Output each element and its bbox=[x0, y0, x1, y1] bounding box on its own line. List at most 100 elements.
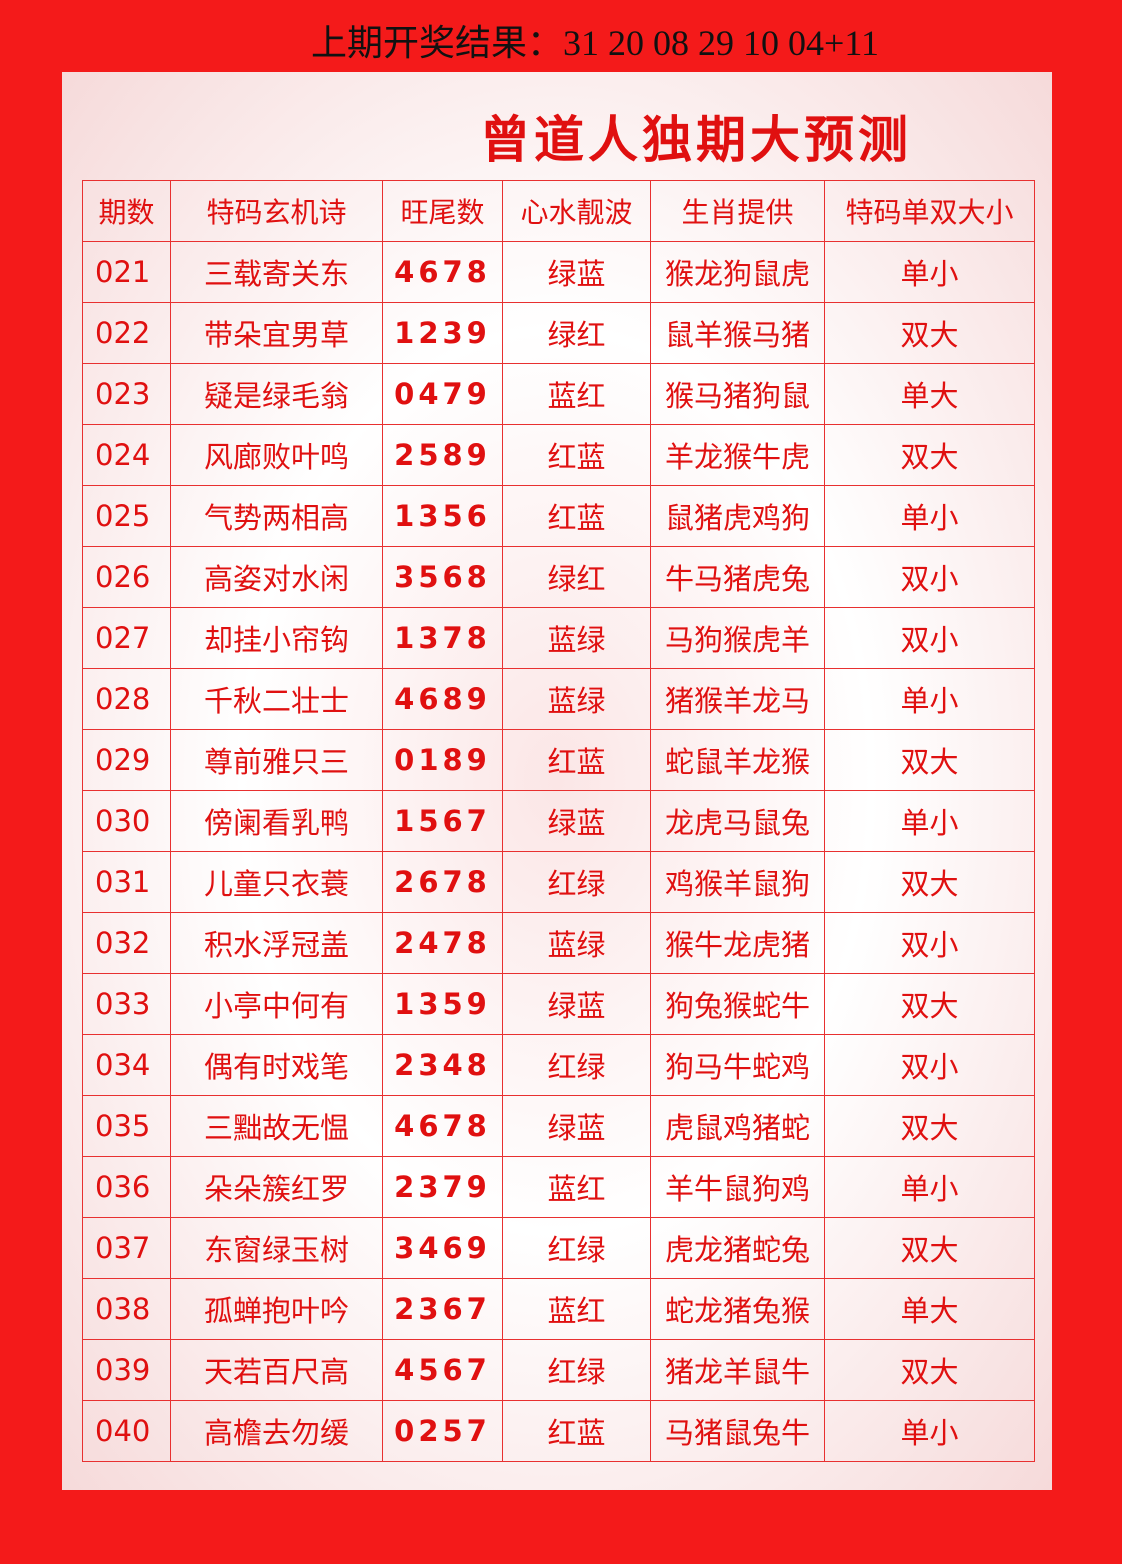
table-cell: 029 bbox=[82, 729, 171, 791]
table-cell: 红蓝 bbox=[502, 424, 651, 486]
last-result: 上期开奖结果：31 20 08 29 10 04+11 bbox=[311, 23, 879, 63]
table-cell: 红绿 bbox=[502, 1339, 651, 1401]
table-cell: 天若百尺高 bbox=[170, 1339, 383, 1401]
table-cell: 双大 bbox=[824, 973, 1035, 1035]
table-cell: 蓝绿 bbox=[502, 912, 651, 974]
table-cell: 猪龙羊鼠牛 bbox=[650, 1339, 825, 1401]
table-cell: 羊牛鼠狗鸡 bbox=[650, 1156, 825, 1218]
table-cell: 026 bbox=[82, 546, 171, 608]
table-cell: 绿蓝 bbox=[502, 973, 651, 1035]
table-cell: 单大 bbox=[824, 363, 1035, 425]
table-cell: 鼠猪虎鸡狗 bbox=[650, 485, 825, 547]
table-cell: 单小 bbox=[824, 1156, 1035, 1218]
table-cell: 红蓝 bbox=[502, 729, 651, 791]
table-cell: 尊前雅只三 bbox=[170, 729, 383, 791]
table-row: 037 东窗绿玉树 3469 红绿 虎龙猪蛇兔 双大 bbox=[82, 1217, 1035, 1279]
table-row: 038 孤蝉抱叶吟 2367 蓝红 蛇龙猪兔猴 单大 bbox=[82, 1278, 1035, 1340]
table-cell: 单小 bbox=[824, 241, 1035, 303]
table-cell: 032 bbox=[82, 912, 171, 974]
table-cell: 红绿 bbox=[502, 1217, 651, 1279]
table-cell: 027 bbox=[82, 607, 171, 669]
table-cell: 1359 bbox=[382, 973, 503, 1035]
table-cell: 1239 bbox=[382, 302, 503, 364]
table-cell: 双大 bbox=[824, 1217, 1035, 1279]
table-cell: 鼠羊猴马猪 bbox=[650, 302, 825, 364]
table-cell: 双大 bbox=[824, 729, 1035, 791]
table-cell: 高姿对水闲 bbox=[170, 546, 383, 608]
table-row: 027 却挂小帘钩 1378 蓝绿 马狗猴虎羊 双小 bbox=[82, 607, 1035, 669]
column-header: 旺尾数 bbox=[382, 180, 503, 242]
table-cell: 狗兔猴蛇牛 bbox=[650, 973, 825, 1035]
table-cell: 马狗猴虎羊 bbox=[650, 607, 825, 669]
table-cell: 0189 bbox=[382, 729, 503, 791]
table-cell: 2379 bbox=[382, 1156, 503, 1218]
column-header: 特码单双大小 bbox=[824, 180, 1035, 242]
table-cell: 绿红 bbox=[502, 302, 651, 364]
table-cell: 2478 bbox=[382, 912, 503, 974]
table-cell: 积水浮冠盖 bbox=[170, 912, 383, 974]
table-cell: 绿蓝 bbox=[502, 790, 651, 852]
table-cell: 1567 bbox=[382, 790, 503, 852]
table-row: 039 天若百尺高 4567 红绿 猪龙羊鼠牛 双大 bbox=[82, 1339, 1035, 1401]
table-cell: 3568 bbox=[382, 546, 503, 608]
table-cell: 龙虎马鼠兔 bbox=[650, 790, 825, 852]
table-cell: 马猪鼠兔牛 bbox=[650, 1400, 825, 1462]
table-cell: 033 bbox=[82, 973, 171, 1035]
table-cell: 4678 bbox=[382, 1095, 503, 1157]
table-cell: 单小 bbox=[824, 1400, 1035, 1462]
table-cell: 022 bbox=[82, 302, 171, 364]
table-cell: 牛马猪虎兔 bbox=[650, 546, 825, 608]
table-row: 021 三载寄关东 4678 绿蓝 猴龙狗鼠虎 单小 bbox=[82, 241, 1035, 303]
table-cell: 单大 bbox=[824, 1278, 1035, 1340]
table-row: 024 风廊败叶鸣 2589 红蓝 羊龙猴牛虎 双大 bbox=[82, 424, 1035, 486]
table-cell: 红绿 bbox=[502, 851, 651, 913]
table-row: 035 三黜故无愠 4678 绿蓝 虎鼠鸡猪蛇 双大 bbox=[82, 1095, 1035, 1157]
table-cell: 024 bbox=[82, 424, 171, 486]
table-cell: 蓝红 bbox=[502, 1156, 651, 1218]
table-cell: 2678 bbox=[382, 851, 503, 913]
column-header: 期数 bbox=[82, 180, 171, 242]
table-cell: 蛇鼠羊龙猴 bbox=[650, 729, 825, 791]
table-row: 031 儿童只衣蓑 2678 红绿 鸡猴羊鼠狗 双大 bbox=[82, 851, 1035, 913]
table-cell: 蓝红 bbox=[502, 363, 651, 425]
table-cell: 高檐去勿缓 bbox=[170, 1400, 383, 1462]
table-cell: 三黜故无愠 bbox=[170, 1095, 383, 1157]
table-cell: 1356 bbox=[382, 485, 503, 547]
header-row: 期数 特码玄机诗 旺尾数 心水靓波 生肖提供 特码单双大小 bbox=[82, 180, 1035, 242]
table-cell: 双大 bbox=[824, 1339, 1035, 1401]
table-cell: 1378 bbox=[382, 607, 503, 669]
table-row: 036 朵朵簇红罗 2379 蓝红 羊牛鼠狗鸡 单小 bbox=[82, 1156, 1035, 1218]
column-header: 特码玄机诗 bbox=[170, 180, 383, 242]
table-cell: 绿红 bbox=[502, 546, 651, 608]
table-cell: 绿蓝 bbox=[502, 241, 651, 303]
table-cell: 猴马猪狗鼠 bbox=[650, 363, 825, 425]
table-cell: 031 bbox=[82, 851, 171, 913]
table-cell: 040 bbox=[82, 1400, 171, 1462]
table-cell: 东窗绿玉树 bbox=[170, 1217, 383, 1279]
table-cell: 千秋二壮士 bbox=[170, 668, 383, 730]
table-cell: 3469 bbox=[382, 1217, 503, 1279]
table-cell: 037 bbox=[82, 1217, 171, 1279]
table-cell: 红绿 bbox=[502, 1034, 651, 1096]
table-row: 033 小亭中何有 1359 绿蓝 狗兔猴蛇牛 双大 bbox=[82, 973, 1035, 1035]
table-cell: 030 bbox=[82, 790, 171, 852]
table-cell: 红蓝 bbox=[502, 485, 651, 547]
table-cell: 风廊败叶鸣 bbox=[170, 424, 383, 486]
table-cell: 孤蝉抱叶吟 bbox=[170, 1278, 383, 1340]
table-cell: 2589 bbox=[382, 424, 503, 486]
table-cell: 猪猴羊龙马 bbox=[650, 668, 825, 730]
table-cell: 4678 bbox=[382, 241, 503, 303]
table-cell: 双小 bbox=[824, 546, 1035, 608]
table-cell: 蓝红 bbox=[502, 1278, 651, 1340]
table-cell: 猴牛龙虎猪 bbox=[650, 912, 825, 974]
table-cell: 单小 bbox=[824, 485, 1035, 547]
table-cell: 蓝绿 bbox=[502, 607, 651, 669]
table-cell: 023 bbox=[82, 363, 171, 425]
table-cell: 狗马牛蛇鸡 bbox=[650, 1034, 825, 1096]
table-cell: 021 bbox=[82, 241, 171, 303]
table-row: 023 疑是绿毛翁 0479 蓝红 猴马猪狗鼠 单大 bbox=[82, 363, 1035, 425]
table-cell: 红蓝 bbox=[502, 1400, 651, 1462]
table-cell: 羊龙猴牛虎 bbox=[650, 424, 825, 486]
table-cell: 却挂小帘钩 bbox=[170, 607, 383, 669]
table-cell: 双大 bbox=[824, 1095, 1035, 1157]
